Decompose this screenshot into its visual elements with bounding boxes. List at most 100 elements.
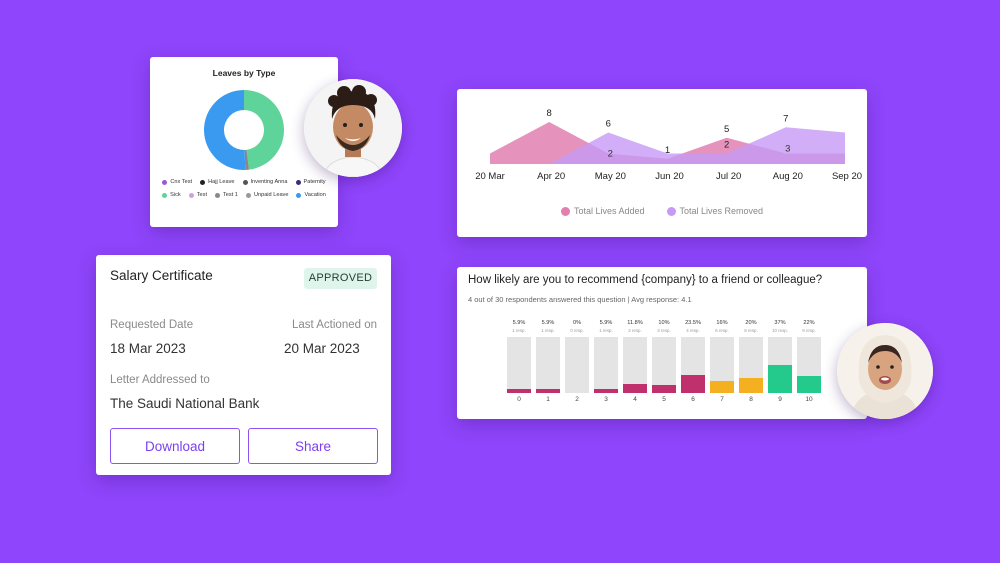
nps-column: 16% 6 resp. 7 — [710, 319, 734, 403]
data-label: 1 — [665, 145, 670, 156]
x-tick-label: Sep 20 — [832, 171, 862, 182]
nps-column: 22% 9 resp. 10 — [797, 319, 821, 403]
bar-fill — [739, 378, 763, 393]
legend-item: Total Lives Removed — [666, 206, 764, 216]
bar-percent-label: 16% — [716, 320, 728, 326]
bar-fill — [710, 381, 734, 393]
legend-dot — [215, 192, 220, 198]
legend-label: Inventing Anna — [250, 179, 288, 185]
bar-response-count: 6 resp. — [715, 328, 729, 333]
bar-percent-label: 37% — [774, 320, 786, 326]
bar-percent-label: 5.9% — [512, 320, 526, 326]
bar-percent-label: 5.9% — [599, 320, 613, 326]
legend-dot — [200, 179, 206, 185]
data-label: 2 — [724, 140, 729, 151]
bar-score-label: 4 — [633, 396, 637, 403]
data-label: 5 — [724, 124, 729, 135]
bar-track — [594, 337, 618, 393]
donut-slice — [244, 149, 250, 170]
legend-dot — [162, 179, 168, 185]
bar-score-label: 9 — [778, 396, 782, 403]
x-tick-label: May 20 — [595, 171, 626, 182]
share-button[interactable]: Share — [248, 428, 378, 464]
area-series-1 — [490, 127, 845, 164]
data-label: 6 — [606, 119, 611, 130]
bar-fill — [652, 385, 676, 393]
bar-fill — [594, 389, 618, 393]
legend-item: Vacation — [296, 192, 326, 198]
last-actioned-label: Last Actioned on — [291, 319, 377, 331]
nps-column: 23.5% 4 resp. 6 — [681, 319, 705, 403]
legend-dot — [188, 192, 194, 198]
bar-response-count: 4 resp. — [686, 328, 700, 333]
survey-question: How likely are you to recommend {company… — [468, 274, 823, 286]
bar-response-count: 1 resp. — [541, 328, 555, 333]
bar-fill — [681, 375, 705, 393]
legend-item: Unpaid Leave — [245, 192, 288, 198]
bar-track — [652, 337, 676, 393]
lives-area-chart: 8 1 5 6 2 7 2 3 20 Mar Apr 20 May 20 Jun 20 Jul 20 Au… — [475, 108, 862, 182]
addressed-to-label: Letter Addressed to — [110, 374, 210, 386]
legend-item: Test — [188, 192, 207, 198]
bar-track — [681, 337, 705, 393]
leaves-chart-title: Leaves by Type — [212, 68, 276, 78]
nps-column: 37% 10 resp. 9 — [768, 319, 792, 403]
bar-score-label: 5 — [662, 396, 666, 403]
nps-column: 10% 3 resp. 5 — [652, 319, 676, 403]
bar-score-label: 8 — [749, 396, 753, 403]
data-label: 2 — [608, 149, 613, 160]
bar-response-count: 8 resp. — [744, 328, 758, 333]
legend-dot — [560, 206, 570, 216]
legend-dot — [295, 179, 301, 185]
legend-item: Inventing Anna — [242, 179, 288, 185]
data-label: 7 — [783, 113, 788, 124]
bar-track — [797, 337, 821, 393]
x-tick-label: Apr 20 — [537, 171, 565, 182]
bar-percent-label: 5.9% — [541, 320, 555, 326]
legend-label: Paternity — [303, 179, 326, 185]
legend-item: Test 1 — [215, 192, 238, 198]
donut-slice — [244, 90, 284, 170]
legend-dot — [162, 192, 168, 198]
nps-column: 5.9% 1 resp. 1 — [536, 319, 560, 403]
nps-survey-card: How likely are you to recommend {company… — [457, 267, 867, 419]
bar-score-label: 6 — [691, 396, 695, 403]
legend-dot — [242, 179, 248, 185]
nps-column: 11.8% 2 resp. 4 — [623, 319, 647, 403]
avatar — [837, 323, 933, 419]
bar-track — [507, 337, 531, 393]
legend-item: Total Lives Added — [560, 206, 645, 216]
legend-label: Test 1 — [223, 192, 238, 198]
data-label: 3 — [785, 143, 790, 154]
lives-chart-card: 8 1 5 6 2 7 2 3 20 Mar Apr 20 May 20 Jun 20 Jul 20 Au… — [457, 89, 867, 237]
bar-track — [739, 337, 763, 393]
legend-label: Total Lives Removed — [679, 206, 764, 216]
legend-label: Vacation — [304, 192, 326, 198]
bar-track — [565, 337, 589, 393]
legend-dot — [296, 192, 302, 198]
bar-percent-label: 0% — [572, 320, 582, 326]
bar-track — [710, 337, 734, 393]
bar-response-count: 2 resp. — [628, 328, 642, 333]
x-tick-label: Jun 20 — [655, 171, 684, 182]
lives-legend: Total Lives Added Total Lives Removed — [457, 206, 867, 216]
bar-track — [768, 337, 792, 393]
download-button[interactable]: Download — [110, 428, 240, 464]
leaves-legend: Cnx Test Hajj Leave Inventing Anna Paternit… — [158, 179, 330, 198]
legend-item: Paternity — [295, 179, 326, 185]
bar-fill — [507, 389, 531, 393]
salary-certificate-card: Salary Certificate APPROVED Requested Da… — [96, 255, 391, 475]
legend-item: Hajj Leave — [200, 179, 235, 185]
addressed-to-value: The Saudi National Bank — [110, 396, 260, 411]
legend-label: Total Lives Added — [573, 206, 645, 216]
bar-fill — [797, 376, 821, 393]
bar-track — [623, 337, 647, 393]
bar-percent-label: 10% — [658, 320, 670, 326]
bar-score-label: 10 — [805, 396, 813, 403]
legend-dot — [666, 206, 676, 216]
legend-label: Hajj Leave — [208, 179, 235, 185]
legend-item: Cnx Test — [162, 179, 192, 185]
bar-score-label: 2 — [575, 396, 579, 403]
bar-fill — [536, 389, 560, 393]
status-badge: APPROVED — [304, 268, 377, 289]
